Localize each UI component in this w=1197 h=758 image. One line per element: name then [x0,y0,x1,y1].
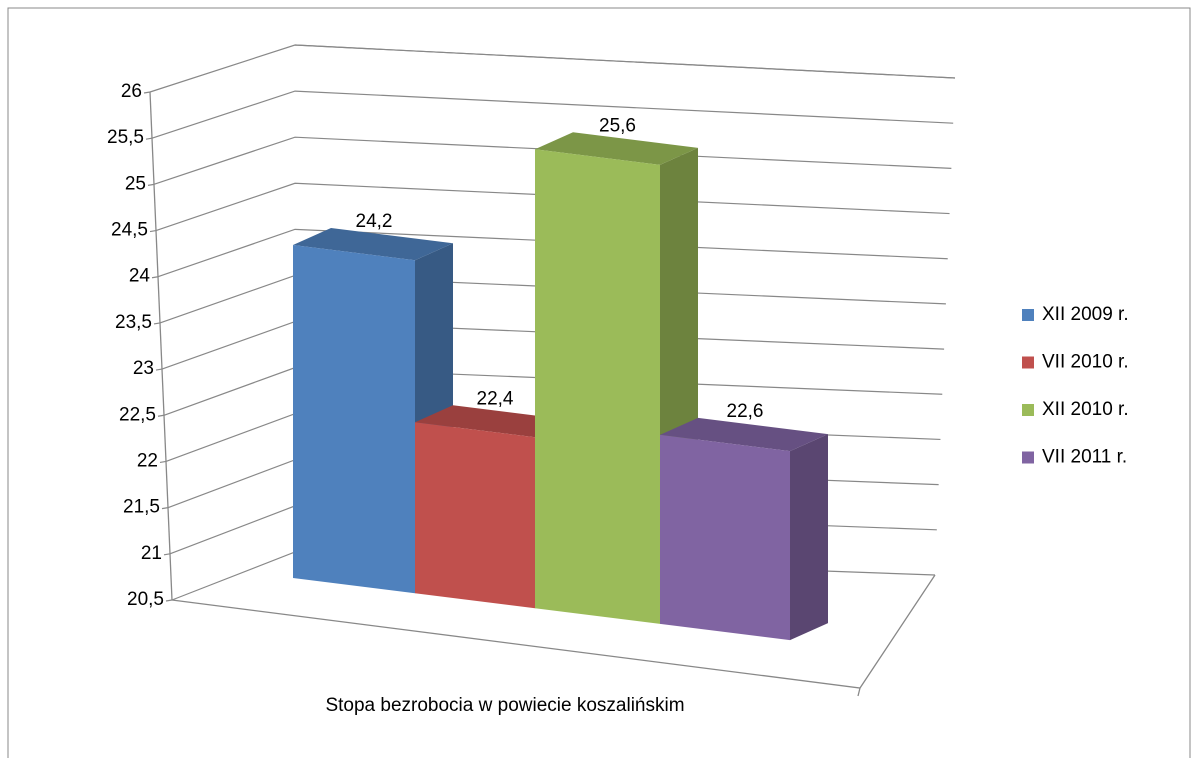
bar [293,245,415,594]
y-tick-label: 24,5 [111,220,148,241]
bar [535,149,660,624]
bar [660,434,790,641]
y-tick-label: 25,5 [107,127,144,148]
data-label: 24,2 [356,211,393,232]
y-tick-label: 22,5 [119,404,156,425]
tick-mark [159,460,167,464]
y-tick-label: 25 [125,173,146,194]
tick-mark [155,368,163,371]
tick-mark [153,322,161,325]
wall-top [294,44,956,79]
legend-label: VII 2011 r. [1042,447,1127,468]
y-tick-label: 24 [129,266,151,287]
grid-line [149,44,956,93]
y-tick-label: 20,5 [127,589,164,610]
y-tick-label: 26 [121,81,142,102]
chart-border [7,7,1191,758]
tick-mark [163,553,171,556]
data-label: 25,6 [599,115,636,136]
grid-line [155,182,950,232]
bar-top [415,405,573,438]
grid-line [157,228,948,278]
tick-mark [149,229,157,233]
legend-swatch [1022,356,1034,369]
legend: XII 2009 r. VII 2010 r. XII 2010 r. VII 201… [1022,304,1129,468]
bar-side [790,434,828,641]
grid-line [151,90,954,139]
tick-mark [145,137,153,140]
legend-label: XII 2010 r. [1042,399,1129,420]
tick-mark [151,276,159,279]
legend-swatch [1022,451,1034,464]
tick-mark [165,599,173,602]
y-tick-label: 22 [137,450,158,471]
legend-label: VII 2010 r. [1042,352,1129,373]
tick-mark [147,183,155,186]
y-tick-label: 21,5 [123,497,160,518]
data-label: 22,4 [477,388,514,409]
bar [415,422,535,609]
legend-label: XII 2009 r. [1042,304,1129,325]
data-label: 22,6 [727,401,764,422]
bar-top [660,417,828,452]
x-category-label: Stopa bezrobocia w powiecie koszalińskim [325,695,684,716]
legend-swatch [1022,404,1034,416]
tick-mark [143,91,151,94]
axis [149,91,173,601]
axis [857,687,861,697]
y-tick-label: 21 [141,543,162,564]
y-tick-label: 23,5 [115,312,152,333]
tick-mark [161,507,169,510]
grid-line [153,136,952,185]
bar-top [293,228,453,261]
bar-top [535,132,698,165]
y-tick-label: 23 [133,358,154,379]
legend-swatch [1022,309,1034,321]
bars: 24,2 22,4 25,6 22,6 [293,115,828,641]
tick-mark [157,414,165,417]
